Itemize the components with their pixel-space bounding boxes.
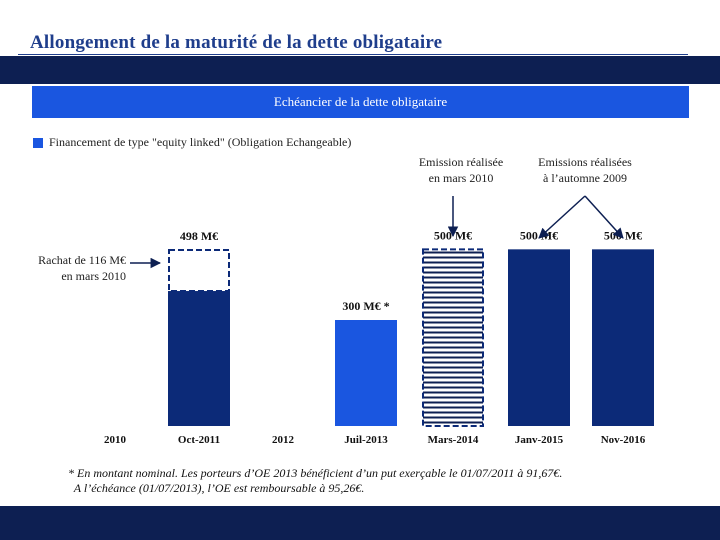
tick-label-Nov-2016: Nov-2016 bbox=[601, 434, 646, 446]
title-divider bbox=[18, 54, 688, 55]
note-rachat-line2: en mars 2010 bbox=[61, 269, 126, 283]
tick-label-Oct-2011: Oct-2011 bbox=[178, 434, 220, 446]
footnote-line2: A l’échéance (01/07/2013), l’OE est remb… bbox=[68, 481, 365, 495]
legend-label: Financement de type "equity linked" (Obl… bbox=[49, 135, 352, 149]
bar-rachat-Oct-2011 bbox=[168, 249, 230, 293]
arrow-autumn-nov bbox=[584, 195, 624, 239]
bar-equity-linked-Juil-2013 bbox=[335, 320, 397, 426]
chart-banner: Echéancier de la dette obligataire bbox=[32, 86, 689, 118]
footnote-line1: * En montant nominal. Les porteurs d’OE … bbox=[68, 466, 563, 480]
tick-label-Juil-2013: Juil-2013 bbox=[344, 434, 388, 446]
bar-Oct-2011 bbox=[168, 291, 230, 426]
bar-Janv-2015 bbox=[508, 249, 570, 426]
note-march-line1: Emission réalisée bbox=[418, 155, 504, 169]
footer-band bbox=[0, 506, 720, 540]
footnote: * En montant nominal. Les porteurs d’OE … bbox=[68, 466, 562, 496]
data-label-Nov-2016: 500 M€ bbox=[604, 228, 642, 242]
legend-swatch bbox=[33, 137, 43, 148]
note-march-2010: Emission réalisée en mars 2010 bbox=[402, 154, 520, 186]
tick-label-Mars-2014: Mars-2014 bbox=[428, 434, 479, 446]
data-label-Juil-2013: 300 M€ * bbox=[342, 299, 389, 313]
arrow-autumn-janv bbox=[538, 195, 586, 239]
tick-label-2012: 2012 bbox=[272, 434, 295, 446]
bar-Nov-2016 bbox=[592, 249, 654, 426]
data-label-Janv-2015: 500 M€ bbox=[520, 228, 558, 242]
note-march-line2: en mars 2010 bbox=[428, 171, 494, 185]
data-label-Oct-2011: 498 M€ bbox=[180, 229, 218, 243]
note-autumn-line1: Emissions réalisées bbox=[538, 155, 632, 169]
note-autumn-2009: Emissions réalisées à l’automne 2009 bbox=[520, 154, 650, 186]
note-rachat-line1: Rachat de 116 M€ bbox=[38, 253, 126, 267]
page-title: Allongement de la maturité de la dette o… bbox=[30, 32, 443, 53]
bar-mars-2010-Mars-2014 bbox=[422, 248, 484, 427]
note-rachat: Rachat de 116 M€ en mars 2010 bbox=[2, 252, 126, 284]
tick-label-Janv-2015: Janv-2015 bbox=[515, 434, 564, 446]
tick-label-2010: 2010 bbox=[104, 434, 127, 446]
note-autumn-line2: à l’automne 2009 bbox=[543, 171, 627, 185]
legend: Financement de type "equity linked" (Obl… bbox=[33, 135, 351, 150]
header-band bbox=[0, 56, 720, 84]
